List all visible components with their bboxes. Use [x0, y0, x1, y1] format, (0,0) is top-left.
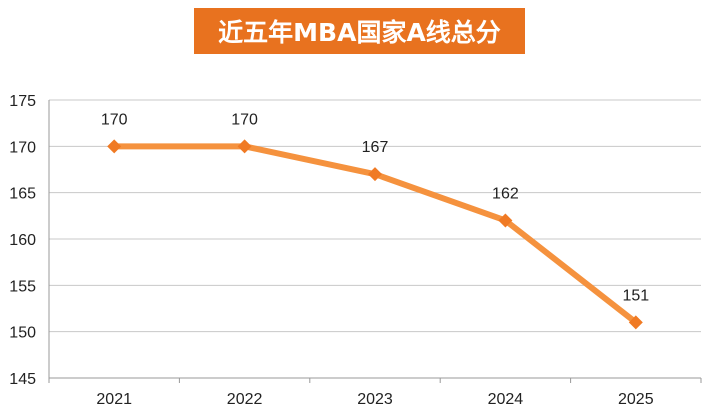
data-point-marker: [368, 167, 382, 182]
data-point-marker: [628, 315, 643, 330]
data-labels: 170 170 167 162 151: [101, 111, 649, 304]
chart-title-banner: 近五年MBA国家A线总分: [194, 8, 525, 54]
markers: [107, 139, 643, 330]
y-tick-label: 165: [9, 186, 36, 203]
y-tick-labels: 175 170 165 160 155 150 145: [9, 93, 36, 388]
y-tick-label: 160: [9, 232, 36, 249]
data-label: 170: [101, 111, 128, 128]
data-label: 167: [362, 139, 389, 156]
x-tick-label: 2025: [618, 391, 654, 408]
y-tick-label: 150: [9, 325, 36, 342]
y-tick-label: 175: [9, 93, 36, 110]
x-tick-label: 2021: [96, 391, 132, 408]
y-tick-label: 170: [9, 139, 36, 156]
data-label: 170: [231, 111, 258, 128]
data-point-marker: [237, 139, 252, 154]
y-tick-label: 145: [9, 371, 36, 388]
y-tick-label: 155: [9, 278, 36, 295]
data-point-marker: [498, 213, 513, 228]
x-tick-label: 2023: [357, 391, 393, 408]
chart-title: 近五年MBA国家A线总分: [218, 18, 501, 47]
axes: [48, 100, 702, 383]
x-tick-label: 2024: [488, 391, 524, 408]
grid-lines: [49, 99, 701, 333]
x-tick-labels: 2021 2022 2023 2024 2025: [96, 391, 653, 408]
x-tick-label: 2022: [227, 391, 263, 408]
data-point-marker: [107, 139, 122, 154]
data-label: 151: [622, 287, 649, 304]
data-label: 162: [492, 185, 519, 202]
